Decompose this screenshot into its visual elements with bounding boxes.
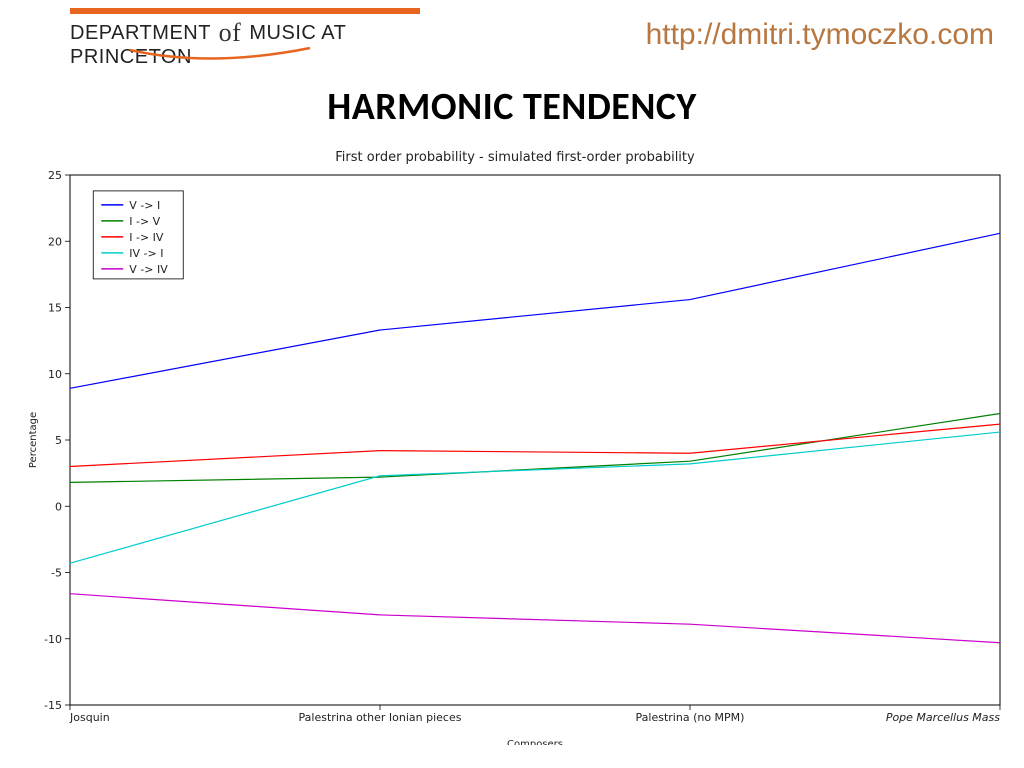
header-url[interactable]: http://dmitri.tymoczko.com xyxy=(646,18,994,52)
svg-text:-15: -15 xyxy=(44,699,62,712)
svg-text:Pope Marcellus Mass: Pope Marcellus Mass xyxy=(886,711,1000,724)
svg-text:Palestrina other Ionian pieces: Palestrina other Ionian pieces xyxy=(299,711,462,724)
svg-text:10: 10 xyxy=(48,368,62,381)
logo-swoosh-icon xyxy=(130,46,330,66)
logo: DEPARTMENT of MUSIC AT PRINCETON xyxy=(70,8,420,69)
svg-text:Josquin: Josquin xyxy=(69,711,110,724)
chart-container: First order probability - simulated firs… xyxy=(20,150,1010,750)
svg-text:0: 0 xyxy=(55,500,62,513)
logo-text: DEPARTMENT of MUSIC AT PRINCETON xyxy=(70,16,420,69)
header: DEPARTMENT of MUSIC AT PRINCETON http://… xyxy=(0,0,1024,80)
svg-text:Composers: Composers xyxy=(507,739,563,745)
svg-text:I -> V: I -> V xyxy=(129,215,160,228)
svg-text:Percentage: Percentage xyxy=(28,412,39,468)
chart-title: First order probability - simulated firs… xyxy=(20,150,1010,165)
svg-text:IV -> I: IV -> I xyxy=(129,247,163,260)
svg-text:20: 20 xyxy=(48,235,62,248)
svg-text:-5: -5 xyxy=(51,567,62,580)
svg-text:15: 15 xyxy=(48,302,62,315)
logo-of: of xyxy=(217,18,244,47)
page-title: HARMONIC TENDENCY xyxy=(0,84,1024,130)
svg-text:-10: -10 xyxy=(44,633,62,646)
svg-text:5: 5 xyxy=(55,434,62,447)
svg-text:V -> IV: V -> IV xyxy=(129,263,168,276)
svg-text:I -> IV: I -> IV xyxy=(129,231,164,244)
svg-text:Palestrina (no MPM): Palestrina (no MPM) xyxy=(636,711,745,724)
logo-dept: DEPARTMENT xyxy=(70,22,211,44)
line-chart: -15 -10 -5 0 5 10 15 20 25 Josquin Palestrina othe… xyxy=(20,165,1010,745)
svg-text:25: 25 xyxy=(48,169,62,182)
svg-text:V -> I: V -> I xyxy=(129,199,160,212)
logo-accent-bar xyxy=(70,8,420,14)
